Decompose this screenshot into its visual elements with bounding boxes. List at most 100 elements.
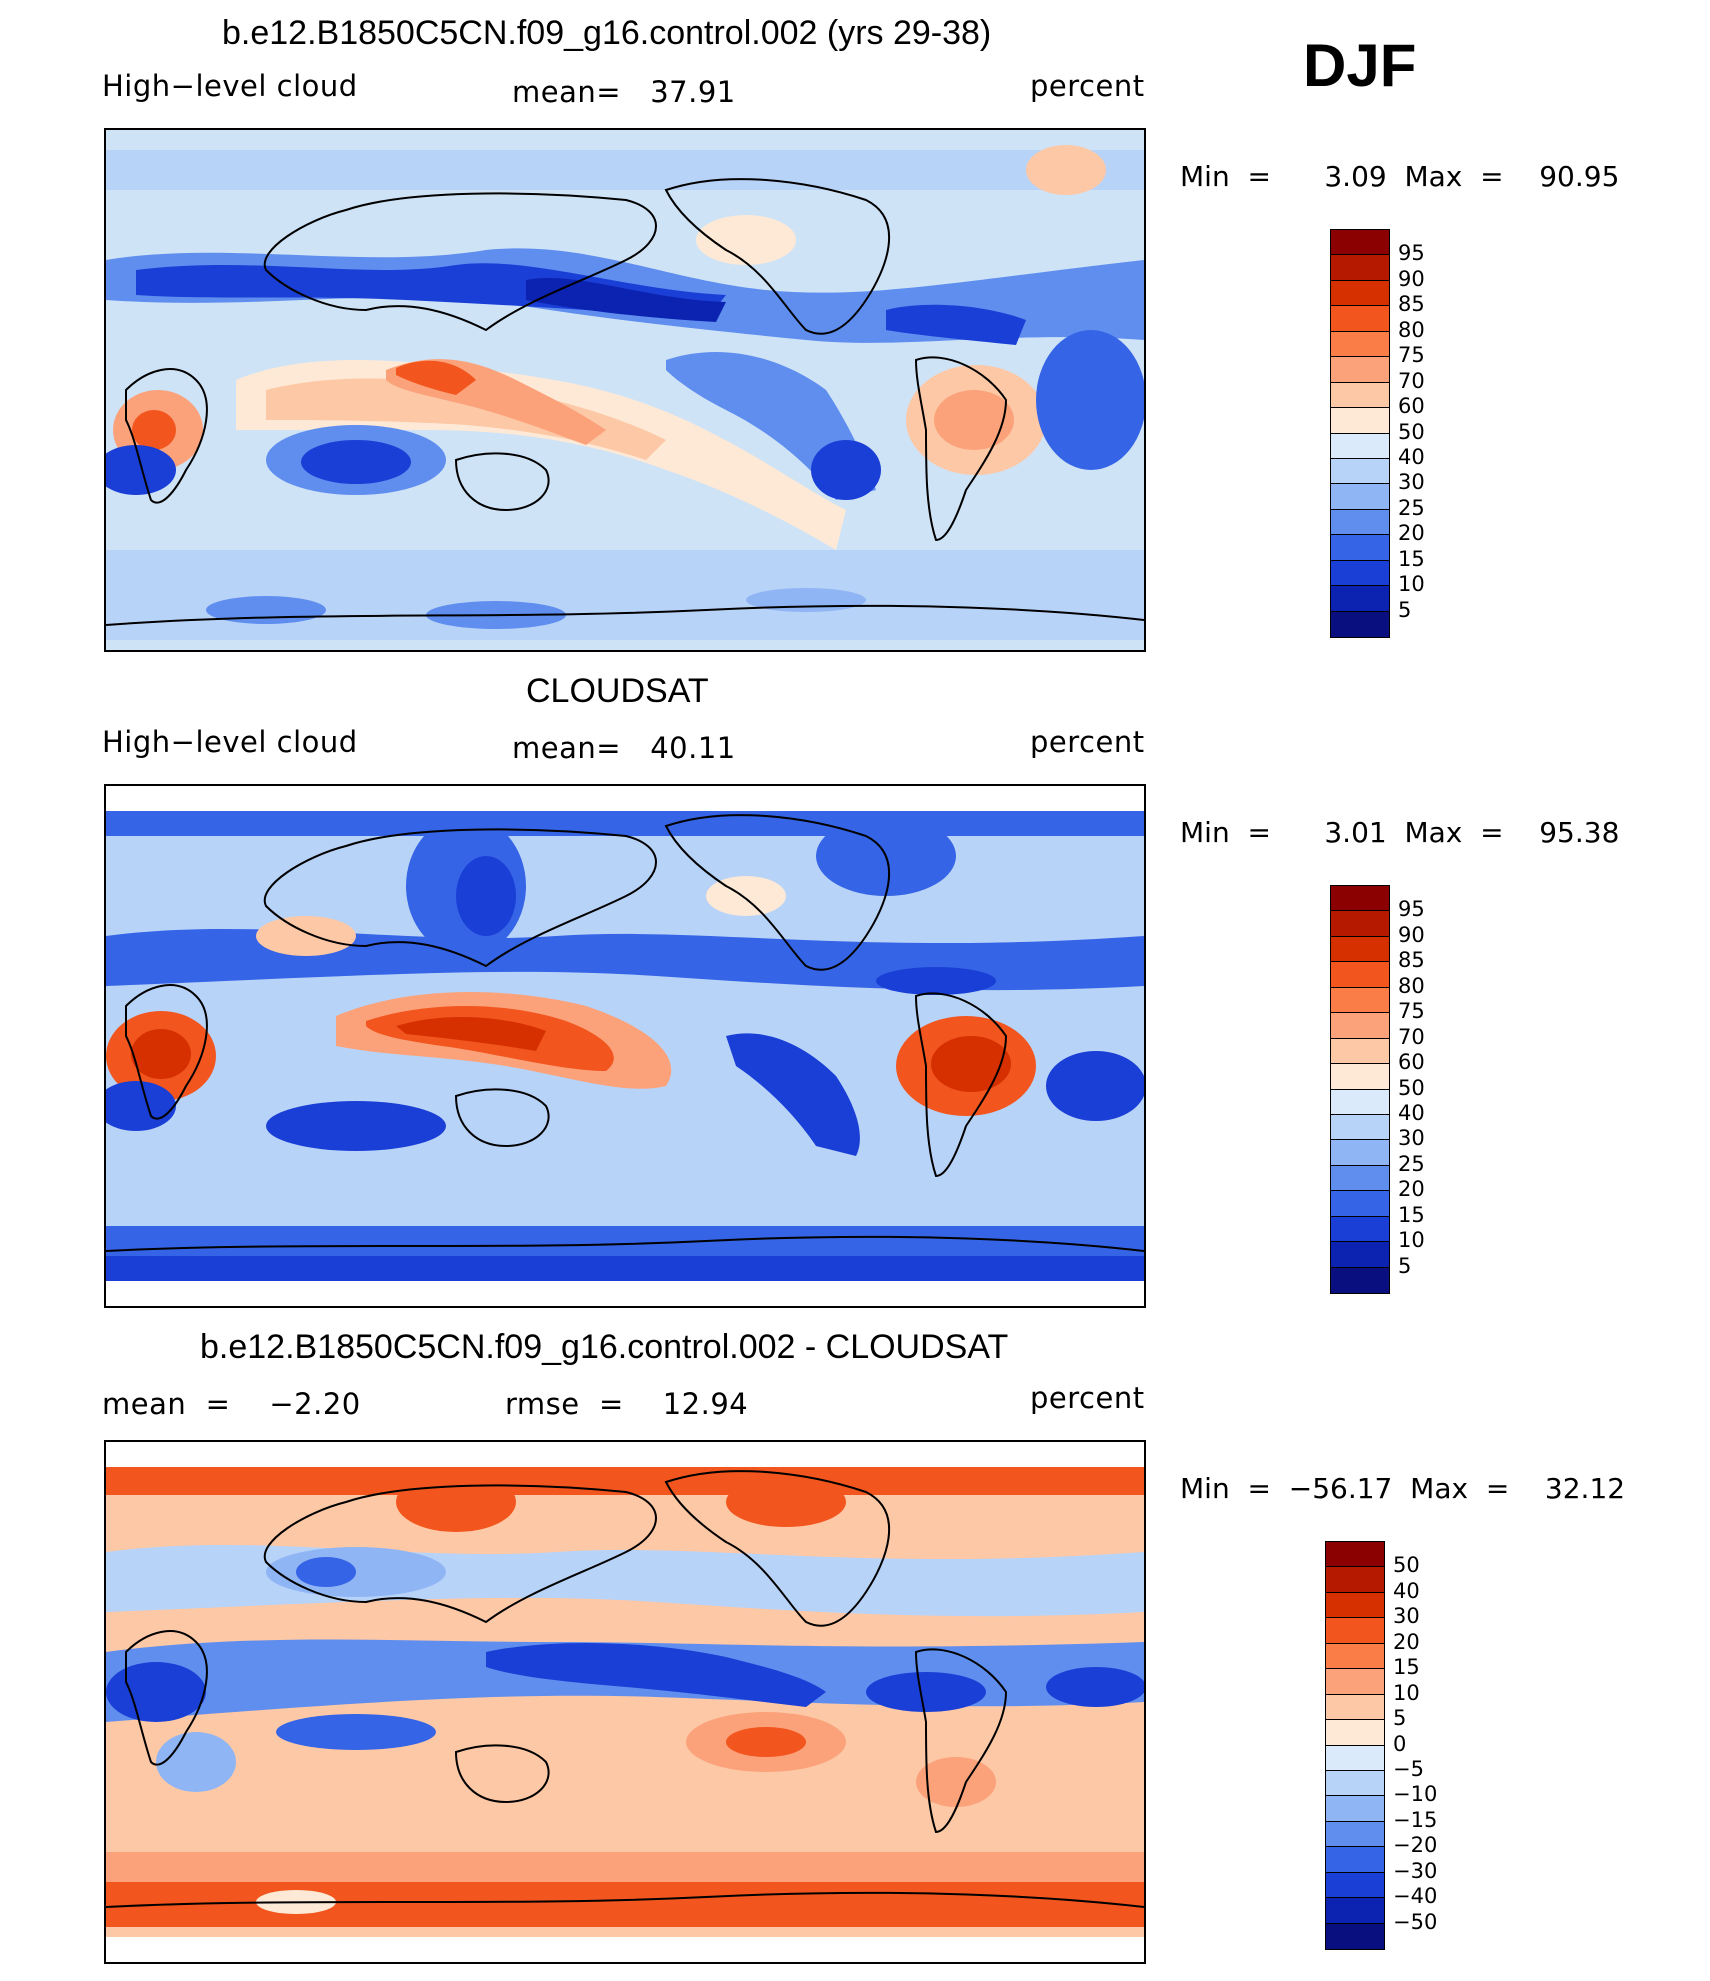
colorbar-swatch [1326,1923,1384,1949]
colorbar-difference [1325,1541,1385,1950]
colorbar-tick-label: −15 [1393,1807,1438,1832]
colorbar-tick-label: −30 [1393,1858,1438,1883]
colorbar-swatch [1331,962,1389,988]
colorbar-tick-label: −20 [1393,1833,1438,1858]
units-label: percent [1030,725,1145,759]
colorbar-tick-label: 30 [1398,1126,1425,1151]
colorbar-swatch [1326,1720,1384,1746]
colorbar-tick-label: 10 [1398,1228,1425,1253]
colorbar-swatch [1331,560,1389,587]
colorbar-swatch [1326,1567,1384,1593]
colorbar-tick-label: 90 [1398,922,1425,947]
colorbar-tick-label: 75 [1398,999,1425,1024]
colorbar-tick-label: 60 [1398,394,1425,419]
colorbar-swatch [1331,1140,1389,1166]
colorbar-tick-label: 10 [1393,1680,1420,1705]
panel-title: b.e12.B1850C5CN.f09_g16.control.002 - CL… [200,1328,1009,1366]
colorbar-swatch [1331,484,1389,510]
colorbar-swatch [1331,357,1389,383]
colorbar-swatch [1331,1191,1389,1217]
colorbar-tick-label: 20 [1398,1177,1425,1202]
colorbar-swatch [1331,433,1389,459]
colorbar-tick-label: 40 [1393,1578,1420,1603]
colorbar-swatch [1331,306,1389,332]
colorbar-tick-label: 60 [1398,1050,1425,1075]
colorbar-swatch [1331,1216,1389,1243]
colorbar-swatch [1331,886,1389,912]
colorbar-tick-label: 20 [1393,1629,1420,1654]
colorbar-tick-label: −5 [1393,1756,1424,1781]
colorbar-swatch [1331,230,1389,256]
units-label: percent [1030,1381,1145,1415]
colorbar-model [1330,229,1390,638]
colorbar-tick-label: 25 [1398,1151,1425,1176]
colorbar-swatch [1326,1643,1384,1670]
colorbar-swatch [1331,1165,1389,1192]
colorbar-swatch [1331,280,1389,307]
colorbar-swatch [1331,936,1389,963]
colorbar-swatch [1331,1242,1389,1268]
map-difference-high-cloud [104,1440,1146,1964]
colorbar-swatch [1331,408,1389,434]
colorbar-tick-label: 70 [1398,1024,1425,1049]
colorbar-swatch [1331,1013,1389,1039]
field-label: High−level cloud [102,69,358,103]
panel-title: b.e12.B1850C5CN.f09_g16.control.002 (yrs… [222,14,992,52]
field-label: High−level cloud [102,725,358,759]
mean-label: mean = −2.20 [102,1387,361,1421]
season-label: DJF [1303,32,1417,99]
colorbar-swatch [1331,1089,1389,1115]
colorbar-tick-label: 30 [1398,470,1425,495]
colorbar-swatch [1331,509,1389,536]
colorbar-tick-label: 70 [1398,368,1425,393]
colorbar-tick-label: 15 [1393,1655,1420,1680]
colorbar-swatch [1331,255,1389,281]
colorbar-tick-label: 25 [1398,495,1425,520]
colorbar-tick-label: 50 [1398,419,1425,444]
mean-label: mean= 37.91 [512,75,736,109]
colorbar-swatch [1331,987,1389,1014]
colorbar-tick-label: 40 [1398,1100,1425,1125]
min-max-stats: Min = 3.01 Max = 95.38 [1180,816,1620,849]
units-label: percent [1030,69,1145,103]
colorbar-swatch [1326,1770,1384,1797]
colorbar-swatch [1331,331,1389,358]
colorbar-tick-label: 30 [1393,1604,1420,1629]
min-max-stats: Min = −56.17 Max = 32.12 [1180,1472,1626,1505]
colorbar-tick-label: 10 [1398,572,1425,597]
colorbar-tick-label: 90 [1398,266,1425,291]
colorbar-swatch [1331,535,1389,561]
colorbar-swatch [1331,458,1389,485]
colorbar-swatch [1331,911,1389,937]
colorbar-swatch [1331,1038,1389,1065]
colorbar-cloudsat [1330,885,1390,1294]
colorbar-swatch [1326,1847,1384,1873]
colorbar-tick-label: 80 [1398,317,1425,342]
colorbar-swatch [1326,1592,1384,1619]
colorbar-swatch [1326,1669,1384,1695]
colorbar-tick-label: 80 [1398,973,1425,998]
map-cloudsat-high-cloud [104,784,1146,1308]
colorbar-tick-label: 5 [1393,1706,1407,1731]
colorbar-tick-label: 95 [1398,897,1425,922]
colorbar-tick-label: 5 [1398,597,1412,622]
colorbar-tick-label: 85 [1398,292,1425,317]
colorbar-swatch [1331,1267,1389,1293]
colorbar-tick-label: 15 [1398,546,1425,571]
colorbar-swatch [1326,1618,1384,1644]
colorbar-swatch [1326,1796,1384,1822]
colorbar-swatch [1331,1064,1389,1090]
colorbar-swatch [1326,1694,1384,1721]
colorbar-tick-label: −50 [1393,1909,1438,1934]
colorbar-tick-label: 75 [1398,343,1425,368]
colorbar-tick-label: −40 [1393,1884,1438,1909]
min-max-stats: Min = 3.09 Max = 90.95 [1180,160,1620,193]
colorbar-swatch [1326,1872,1384,1899]
map-model-high-cloud [104,128,1146,652]
colorbar-swatch [1331,382,1389,409]
rmse-label: rmse = 12.94 [505,1387,749,1421]
colorbar-swatch [1331,611,1389,637]
colorbar-swatch [1326,1745,1384,1771]
colorbar-tick-label: 5 [1398,1253,1412,1278]
